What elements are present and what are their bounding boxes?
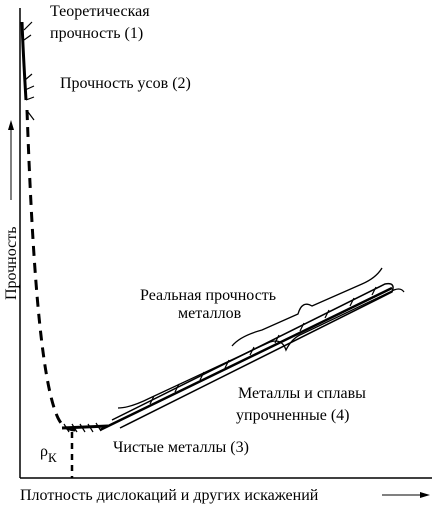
x-axis-label: Плотность дислокаций и других искажений — [20, 487, 319, 504]
label-pure: Чистые металлы (3) — [113, 439, 249, 456]
label-real: Реальная прочность — [140, 287, 276, 304]
hatch — [23, 21, 35, 121]
hatch — [63, 422, 102, 433]
y-arrow-head — [8, 120, 14, 130]
label-critical: ρК — [40, 443, 57, 465]
label-whiskers: Прочность усов (2) — [60, 75, 191, 92]
real-line — [99, 286, 393, 432]
curve-bottom — [61, 424, 109, 430]
y-axis-label: Прочность — [3, 226, 20, 300]
curve-dashed — [25, 109, 79, 432]
curve-top — [20, 21, 28, 101]
label-theoretical: Теоретическая — [50, 3, 150, 20]
brace-lower — [117, 288, 405, 409]
x-arrow-head — [420, 492, 430, 498]
label-strengthened: упрочненные (4) — [236, 407, 350, 424]
label-strengthened: Металлы и сплавы — [238, 385, 366, 402]
label-real: металлов — [178, 305, 242, 322]
rho: ρ — [40, 443, 48, 460]
rho-subscript: К — [48, 450, 57, 465]
brace-upper — [231, 267, 383, 347]
axes — [19, 8, 432, 479]
real-band — [111, 282, 394, 429]
label-theoretical: прочность (1) — [50, 25, 143, 42]
